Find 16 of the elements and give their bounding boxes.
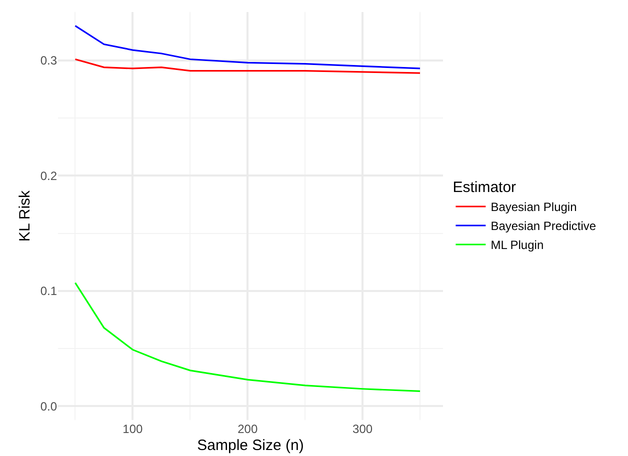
y-tick-label: 0.0 bbox=[40, 399, 58, 414]
y-tick-label: 0.2 bbox=[40, 168, 58, 183]
y-tick-label: 0.1 bbox=[40, 284, 58, 298]
y-tick-label: 0.3 bbox=[40, 54, 58, 68]
legend-label: Bayesian Predictive bbox=[490, 219, 596, 234]
x-axis-title: Sample Size (n) bbox=[197, 437, 304, 454]
y-axis-title: KL Risk bbox=[16, 190, 34, 242]
legend-label: Bayesian Plugin bbox=[490, 200, 577, 214]
line-series bbox=[74, 282, 421, 392]
line-series bbox=[74, 25, 421, 70]
x-tick-label: 200 bbox=[238, 422, 258, 436]
x-tick-label: 100 bbox=[122, 422, 144, 436]
legend-label: ML Plugin bbox=[490, 238, 544, 252]
line-series bbox=[74, 58, 421, 74]
legend-title: Estimator bbox=[452, 179, 516, 196]
x-tick-label: 300 bbox=[352, 422, 373, 436]
